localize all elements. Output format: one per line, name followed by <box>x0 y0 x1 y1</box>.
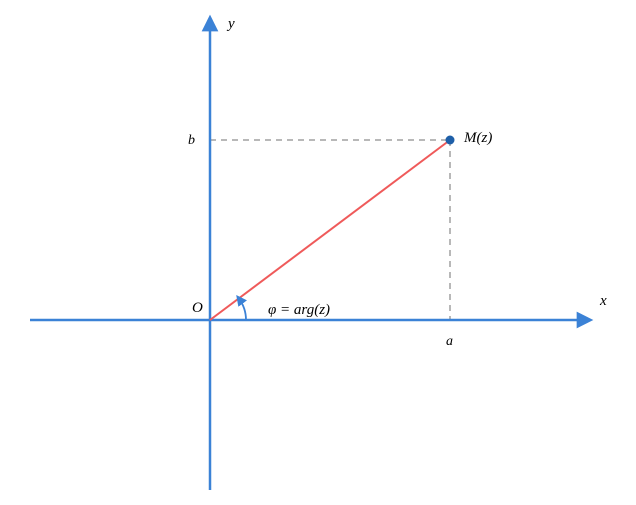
angle-label: φ = arg(z) <box>268 302 330 318</box>
point-m <box>446 136 455 145</box>
tick-b-label: b <box>188 133 195 148</box>
angle-arc <box>239 298 246 320</box>
origin-label: O <box>192 300 203 316</box>
complex-plane-diagram: x y O M(z) a b φ = arg(z) <box>0 0 636 505</box>
radius-line <box>210 140 450 320</box>
y-axis-label: y <box>226 16 235 32</box>
tick-a-label: a <box>446 334 453 349</box>
diagram-svg: x y O M(z) a b φ = arg(z) <box>0 0 636 505</box>
point-m-label: M(z) <box>463 130 492 146</box>
x-axis-label: x <box>599 293 607 309</box>
